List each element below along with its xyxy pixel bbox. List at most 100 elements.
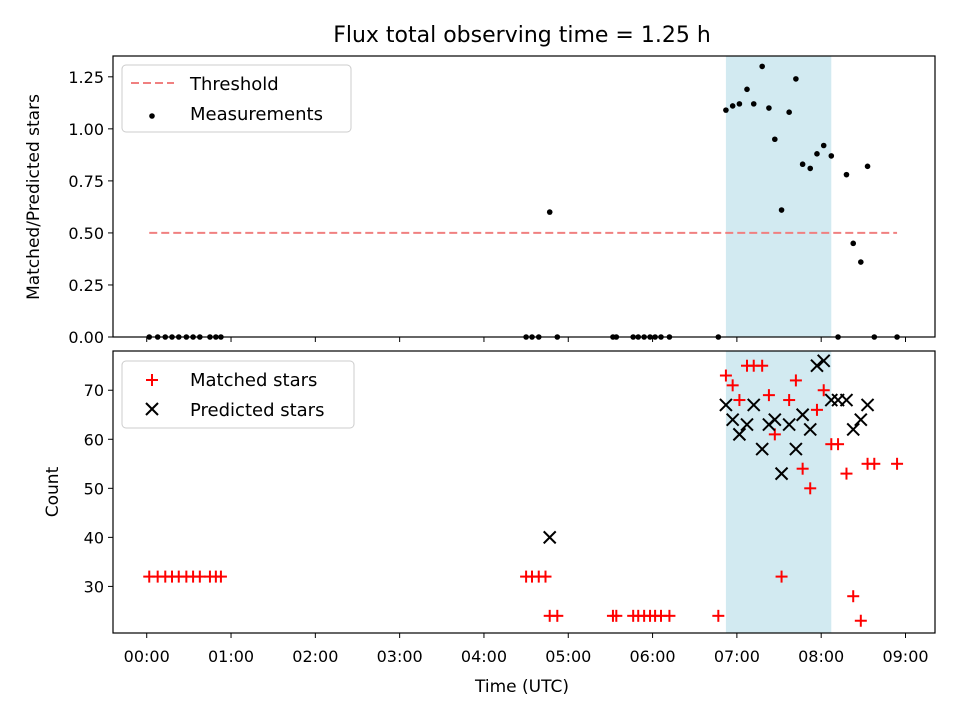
matched-stars-point (214, 570, 227, 583)
predicted-stars-point-b (740, 417, 754, 432)
predicted-stars-point (543, 530, 557, 545)
y-tick-label: 0.25 (68, 276, 104, 295)
matched-stars-point (804, 482, 817, 495)
matched-stars-point (775, 570, 788, 583)
predicted-stars-point (755, 442, 769, 456)
predicted-stars-point-b (747, 398, 761, 412)
matched-legend-label: Matched stars (190, 370, 317, 391)
predicted-stars-point-b (725, 412, 740, 427)
matched-stars-point (891, 457, 904, 470)
predicted-stars-point (803, 422, 817, 437)
matched-stars-point (756, 359, 769, 372)
x-tick-label: 09:00 (882, 647, 928, 666)
measurement-point (858, 259, 864, 265)
measurement-point (766, 105, 772, 111)
predicted-legend-label: Predicted stars (190, 400, 324, 421)
x-tick-label: 03:00 (377, 647, 423, 666)
matched-stars-point (551, 609, 564, 622)
measurement-point (546, 209, 553, 215)
measurement-point (729, 103, 736, 109)
predicted-stars-point-b (755, 442, 769, 456)
matched-stars-point (719, 369, 732, 382)
predicted-stars-point-b (732, 427, 747, 442)
count-y-axis-label: Count (43, 466, 63, 517)
predicted-stars-point (860, 398, 875, 412)
matched-stars-point (840, 467, 853, 480)
y-tick-label: 30 (84, 577, 104, 596)
y-tick-label: 0.00 (68, 328, 104, 347)
predicted-stars-point-b (803, 422, 817, 437)
measurement-point (814, 151, 820, 157)
predicted-stars-point-b (543, 530, 557, 545)
matched-legend-marker (146, 374, 158, 386)
measurement-point (793, 76, 799, 82)
count-legend: Matched stars Predicted stars (121, 360, 355, 429)
ratio-y-axis-label: Matched/Predicted stars (24, 94, 44, 300)
predicted-stars-point (747, 398, 761, 412)
matched-stars-point (817, 384, 830, 397)
measurement-point (750, 101, 757, 107)
predicted-stars-point-b (860, 398, 875, 412)
x-tick-label: 01:00 (208, 647, 254, 666)
matched-stars-point (193, 570, 206, 583)
y-tick-label: 40 (84, 528, 104, 547)
measurement-point (736, 101, 743, 107)
matched-stars-point (712, 609, 725, 622)
measurement-point (744, 86, 750, 93)
x-tick-label: 02:00 (292, 647, 338, 666)
predicted-stars-point-b (782, 417, 796, 432)
ratio-panel-frame (112, 55, 936, 338)
predicted-stars-point (732, 427, 747, 442)
predicted-stars-point-b (810, 359, 824, 373)
x-tick-label: 06:00 (630, 647, 676, 666)
matched-stars-point (610, 609, 623, 622)
y-tick-label: 0.75 (68, 172, 104, 191)
y-tick-label: 60 (84, 430, 104, 449)
measurements-legend-marker (149, 113, 155, 119)
matched-stars-point (810, 403, 823, 416)
x-tick-label: 04:00 (461, 647, 507, 666)
predicted-stars-point (795, 408, 810, 422)
predicted-stars-point (782, 417, 796, 432)
matched-stars-point (783, 394, 796, 407)
predicted-stars-point (719, 398, 733, 412)
measurement-point (864, 163, 871, 170)
measurements-legend-label: Measurements (190, 104, 323, 125)
predicted-stars-point-b (839, 393, 854, 407)
predicted-stars-point-b (846, 422, 860, 437)
predicted-stars-point-b (817, 354, 831, 368)
matched-stars-point (762, 389, 775, 402)
measurement-point (759, 63, 765, 70)
predicted-stars-point-b (768, 412, 782, 427)
predicted-stars-point-b (854, 412, 868, 427)
predicted-stars-point (854, 412, 868, 427)
matched-stars-point (789, 374, 802, 387)
predicted-stars-point (789, 442, 803, 456)
matched-stars-point (832, 438, 845, 451)
y-tick-label: 70 (84, 381, 104, 400)
predicted-legend-marker (145, 402, 159, 416)
x-tick-label: 07:00 (714, 647, 760, 666)
x-tick-label: 08:00 (798, 647, 844, 666)
predicted-stars-point-b (719, 398, 733, 412)
observing-window-span (725, 56, 832, 337)
measurement-point (786, 109, 792, 115)
measurement-point (772, 136, 778, 143)
matched-stars-point (854, 614, 867, 627)
predicted-stars-point-b (774, 466, 789, 481)
predicted-stars-point (846, 422, 860, 437)
x-tick-label: 05:00 (545, 647, 591, 666)
count-panel-frame (112, 350, 936, 634)
predicted-stars-point (725, 412, 740, 427)
predicted-stars-point (839, 393, 854, 407)
ratio-legend: Threshold Measurements (121, 64, 352, 133)
measurement-point (843, 171, 850, 178)
matched-stars-point (663, 609, 676, 622)
matched-stars-point (868, 457, 881, 470)
matched-stars-point (847, 590, 860, 603)
measurement-point (778, 207, 785, 213)
ratio-panel: 0.00 0.25 0.50 0.75 1.00 1.25 Matched/Predict… (24, 55, 936, 347)
predicted-stars-point (817, 354, 831, 368)
y-tick-label: 0.50 (68, 224, 104, 243)
